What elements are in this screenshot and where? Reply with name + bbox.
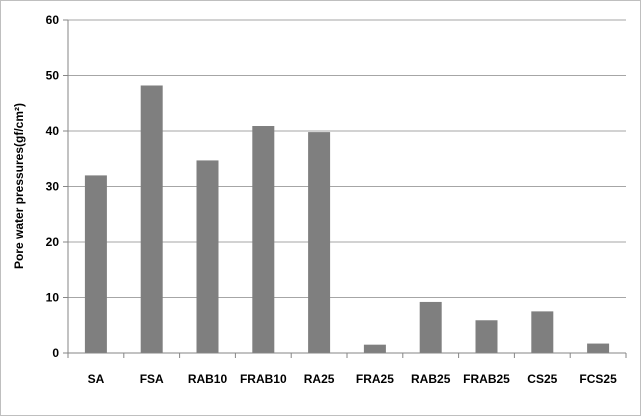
x-tick-label-fra25: FRA25 [356,372,394,386]
y-tick-label: 60 [46,13,60,27]
bar-frab10 [252,126,275,353]
y-tick-labels: 0 10 20 30 40 50 60 [46,13,60,360]
bar-rab10 [196,160,219,353]
bar-frab25 [475,320,498,353]
x-tick-label-rab25: RAB25 [411,372,451,386]
x-tick-label-fsa: FSA [140,372,164,386]
bar-rab25 [419,301,442,353]
x-tick-label-ra25: RA25 [304,372,335,386]
bar-fra25 [363,344,386,353]
y-tick-label: 0 [52,346,59,360]
x-tick-label-frab25: FRAB25 [463,372,510,386]
bar-sa [84,175,107,353]
y-tick-label: 10 [46,291,60,305]
y-tick-label: 30 [46,180,60,194]
bar-cs25 [531,311,554,353]
bars [67,85,627,358]
x-tick-label-fcs25: FCS25 [579,372,617,386]
x-tick-label-sa: SA [88,372,105,386]
y-tick-label: 40 [46,124,60,138]
x-tick-label-rab10: RAB10 [188,372,228,386]
bar-fsa [140,85,163,354]
y-axis-title: Pore water pressures(gf/cm²) [12,103,26,269]
x-tick-label-frab10: FRAB10 [240,372,287,386]
x-tick-labels: SA FSA RAB10 FRAB10 RA25 FRA25 RAB25 FRAB25 CS25… [88,372,618,386]
bar-fcs25 [587,343,610,353]
x-tick-label-cs25: CS25 [527,372,557,386]
y-tick-label: 50 [46,69,60,83]
bar-ra25 [308,132,331,353]
y-tick-label: 20 [46,235,60,249]
axes [67,20,626,354]
